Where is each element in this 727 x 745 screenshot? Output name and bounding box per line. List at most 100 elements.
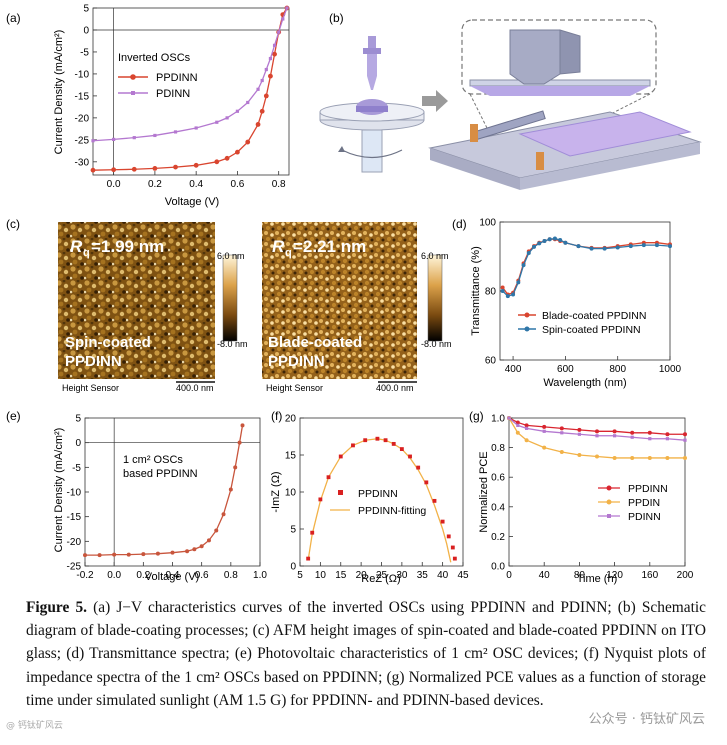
- data-point: [90, 167, 96, 173]
- panel-g-xtick: 120: [606, 570, 623, 581]
- data-point: [131, 166, 137, 172]
- panel-a-axes: [92, 7, 290, 176]
- panel-e-xtick: 0.2: [136, 570, 150, 581]
- panel-f-xtick: 40: [437, 570, 449, 581]
- data-point: [515, 420, 520, 425]
- panel-a-xticks: 0.0 0.2 0.4 0.6 0.8: [107, 171, 286, 190]
- panel-f-ytick: 15: [285, 451, 297, 462]
- panel-f-ytick: 5: [290, 525, 296, 536]
- afm-blade-label1: Blade-coated: [268, 334, 362, 351]
- panel-e-ytick: -5: [72, 463, 81, 474]
- data-point: [170, 550, 175, 555]
- panel-a-xlabel: Voltage (V): [165, 196, 219, 208]
- panel-e-note2: based PPDINN: [123, 468, 198, 480]
- data-point: [391, 441, 396, 446]
- data-point: [558, 237, 563, 242]
- data-point: [654, 243, 659, 248]
- data-point: [173, 130, 178, 134]
- data-point: [281, 17, 285, 21]
- caption-text: (a) J−V characteristics curves of the in…: [26, 599, 706, 709]
- data-point: [615, 245, 620, 250]
- pipette-icon: [363, 36, 381, 90]
- data-point: [112, 137, 116, 142]
- panel-f-xtick: 5: [297, 570, 303, 581]
- panel-e-ytick: 0: [75, 438, 81, 449]
- data-point: [97, 553, 102, 558]
- data-point: [647, 430, 652, 435]
- panel-f-ytick: 20: [285, 414, 297, 425]
- panel-a-ytick: -30: [75, 157, 90, 168]
- data-point: [237, 440, 242, 445]
- data-point: [225, 116, 229, 120]
- afm-spin-value: =1.99 nm: [91, 237, 164, 256]
- data-point: [526, 251, 531, 256]
- caption-fig-number: Figure 5.: [26, 599, 87, 616]
- panel-g-ytick: 1.0: [491, 414, 505, 425]
- data-point: [628, 244, 633, 249]
- data-point: [240, 423, 245, 428]
- data-point: [245, 139, 251, 145]
- panel-g-ytick: 0.6: [491, 473, 505, 484]
- data-point: [155, 551, 160, 556]
- panel-f-legend-fit: PPDINN-fitting: [358, 505, 426, 517]
- panel-f-legend-data: PPDINN: [358, 488, 398, 500]
- panel-e-ylabel: Current Density (mA/cm²): [53, 428, 65, 553]
- data-point: [507, 416, 511, 420]
- data-point: [547, 237, 552, 242]
- panel-a-xtick: 0.4: [189, 179, 203, 190]
- panel-f-xtick: 30: [396, 570, 408, 581]
- panel-e-ytick: 5: [75, 414, 81, 425]
- panel-a-xtick: 0.2: [148, 179, 162, 190]
- data-point: [595, 429, 599, 434]
- series-line: [307, 438, 452, 563]
- figure-caption: Figure 5. (a) J−V characteristics curves…: [26, 596, 706, 712]
- data-point: [613, 434, 617, 438]
- data-point: [255, 122, 261, 127]
- panel-g-legend-ppdinn: PPDINN: [628, 483, 668, 495]
- panel-f-xtick: 35: [417, 570, 429, 581]
- panel-a-plot: [90, 5, 290, 175]
- panel-a-legend-pdinn: PDINN: [156, 88, 190, 100]
- panel-e-ytick: -15: [67, 512, 82, 523]
- panel-g-xtick: 0: [506, 570, 512, 581]
- data-point: [525, 426, 529, 430]
- panel-g-ylabel: Normalized PCE: [478, 451, 490, 532]
- panel-e-xlabel: Voltage (V): [145, 571, 199, 583]
- data-point: [152, 166, 158, 171]
- data-point: [306, 556, 311, 561]
- data-point: [141, 552, 146, 557]
- data-point: [310, 530, 315, 535]
- data-point: [542, 238, 547, 243]
- panel-g-legend-pdinn: PDINN: [628, 511, 661, 523]
- data-point: [192, 547, 197, 552]
- data-point: [272, 43, 277, 47]
- figure: (a) 50-5-10-15-20-25-30 0.0 0.2 0.4 0.6 0.8 …: [6, 4, 702, 585]
- data-point: [542, 445, 547, 450]
- panel-g-label: (g): [469, 409, 484, 423]
- data-point: [524, 438, 529, 443]
- panel-e-xtick: 1.0: [253, 570, 267, 581]
- series-line: [92, 7, 288, 142]
- panel-a-ytick: -20: [75, 113, 90, 124]
- panel-d-ytick: 80: [485, 287, 497, 298]
- data-point: [235, 149, 240, 155]
- afm-spin-label1: Spin-coated: [65, 334, 151, 351]
- data-point: [450, 545, 455, 550]
- panel-f-ytick: 10: [285, 488, 297, 499]
- data-point: [416, 465, 421, 470]
- data-point: [524, 423, 529, 428]
- data-point: [452, 556, 457, 561]
- panel-b: (b): [319, 11, 702, 190]
- data-point: [383, 438, 388, 443]
- data-point: [199, 544, 204, 549]
- data-point: [595, 434, 599, 438]
- data-point: [559, 450, 564, 455]
- data-point: [215, 120, 219, 124]
- legend-marker-pdinn: [131, 91, 135, 95]
- data-point: [505, 294, 510, 299]
- series-line: [502, 237, 671, 297]
- data-point: [563, 240, 568, 245]
- data-point: [595, 454, 599, 459]
- data-point: [516, 280, 521, 285]
